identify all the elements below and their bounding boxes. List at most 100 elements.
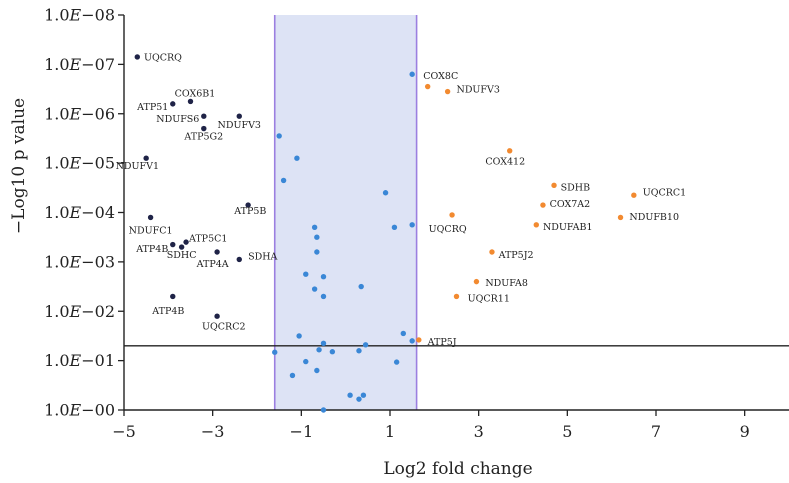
y-tick-label: 1.0E−04 [44, 203, 115, 222]
data-point [393, 359, 400, 365]
data-point [296, 333, 302, 339]
data-point [236, 256, 242, 263]
data-point [444, 88, 451, 95]
point-label: COX412 [485, 157, 525, 168]
data-point [311, 286, 318, 292]
x-tick-label: 9 [740, 422, 750, 441]
point-label: ATP5G2 [183, 131, 223, 142]
x-tick-label: 5 [562, 422, 572, 441]
y-tick-label: 1.0E−06 [44, 104, 115, 123]
y-tick-label: 1.0E−07 [44, 55, 115, 74]
point-label: ATP5B [233, 206, 266, 217]
data-point [147, 214, 154, 221]
x-tick-label: 3 [474, 422, 484, 441]
fold-change-band [274, 15, 417, 410]
point-label: UQCRC2 [202, 322, 246, 333]
y-tick-label: 1.0E−03 [44, 252, 115, 271]
point-label: ATP4B [151, 306, 184, 317]
point-label: NDUFV3 [457, 85, 500, 96]
data-point [178, 244, 185, 250]
data-point [329, 349, 336, 355]
data-point [391, 224, 398, 231]
data-point [473, 278, 480, 285]
data-point [236, 113, 242, 119]
y-tick-label: 1.0E−05 [44, 154, 115, 173]
y-tick-label: 1.0E−08 [44, 6, 115, 25]
data-point [170, 241, 176, 248]
x-tick-label: −1 [290, 422, 314, 441]
point-label: NDUFC1 [129, 225, 173, 236]
data-point [400, 330, 406, 337]
data-point [303, 271, 309, 277]
data-point [360, 392, 367, 398]
y-tick-label: 1.0E−01 [44, 351, 115, 370]
point-label: COX6B1 [175, 89, 216, 100]
data-point [416, 337, 422, 343]
point-label: COX8C [423, 71, 458, 82]
data-point [170, 293, 176, 300]
data-point [294, 155, 300, 161]
data-point [280, 177, 287, 184]
data-point [507, 148, 513, 154]
data-point [409, 222, 415, 228]
data-point [314, 234, 320, 240]
data-point [201, 113, 207, 119]
data-point [214, 249, 220, 255]
data-point [314, 249, 320, 255]
point-labels-layer: UQCRQCOX6B1ATP51NDUFS6NDUFV3ATP5G2NDUFV1… [116, 52, 687, 347]
x-axis-title: Log2 fold change [383, 459, 532, 479]
point-label: UQCRQ [144, 52, 182, 63]
data-point [358, 283, 364, 290]
y-tick-label: 1.0E−00 [44, 401, 115, 420]
point-label: NDUFV3 [218, 120, 261, 131]
data-point [170, 101, 176, 107]
point-label: COX7A2 [550, 199, 591, 210]
point-label: UQCRQ [429, 224, 467, 235]
point-label: NDUFB10 [629, 212, 679, 223]
data-point [272, 349, 278, 355]
data-point [311, 224, 318, 231]
point-label: NDUFV1 [116, 161, 159, 172]
point-label: ATP5J2 [498, 250, 534, 261]
point-label: SDHB [561, 182, 590, 193]
data-point [617, 214, 624, 221]
data-point [362, 342, 369, 348]
point-label: ATP4B [135, 244, 168, 255]
data-point [409, 338, 415, 344]
data-point [143, 155, 149, 161]
ticks-layer: −5 −3 −1 1 3 5 7 9 1.0E−00 1.0E−01 1.0E−02 1.0E−03 1… [44, 6, 750, 442]
data-point [631, 192, 637, 198]
point-label: ATP5J [427, 337, 457, 348]
x-tick-label: 7 [651, 422, 661, 441]
data-point [449, 212, 455, 218]
point-label: ATP5C1 [188, 234, 227, 245]
y-axis-title: −Log10 p value [9, 98, 29, 234]
point-label: NDUFS6 [156, 114, 199, 125]
data-point [533, 222, 539, 228]
points-layer [134, 54, 637, 413]
data-point [320, 407, 327, 413]
data-point [356, 348, 362, 354]
point-label: ATP4A [196, 259, 229, 270]
data-point [187, 98, 194, 105]
point-label: NDUFAB1 [543, 222, 593, 233]
data-point [289, 372, 296, 379]
data-point [409, 71, 415, 77]
data-point [424, 83, 431, 90]
data-point [214, 313, 220, 319]
y-tick-label: 1.0E−02 [44, 302, 115, 321]
data-point [382, 190, 389, 196]
data-point [303, 358, 309, 365]
data-point [316, 347, 322, 353]
data-point [347, 392, 353, 398]
fold-change-band-layer [273, 15, 418, 410]
data-point [201, 125, 207, 132]
data-point [320, 340, 327, 347]
data-point [489, 249, 495, 255]
x-tick-label: −5 [112, 422, 136, 441]
data-point [320, 273, 327, 280]
data-point [183, 239, 189, 245]
point-label: NDUFA8 [485, 278, 528, 289]
data-point [134, 54, 140, 60]
